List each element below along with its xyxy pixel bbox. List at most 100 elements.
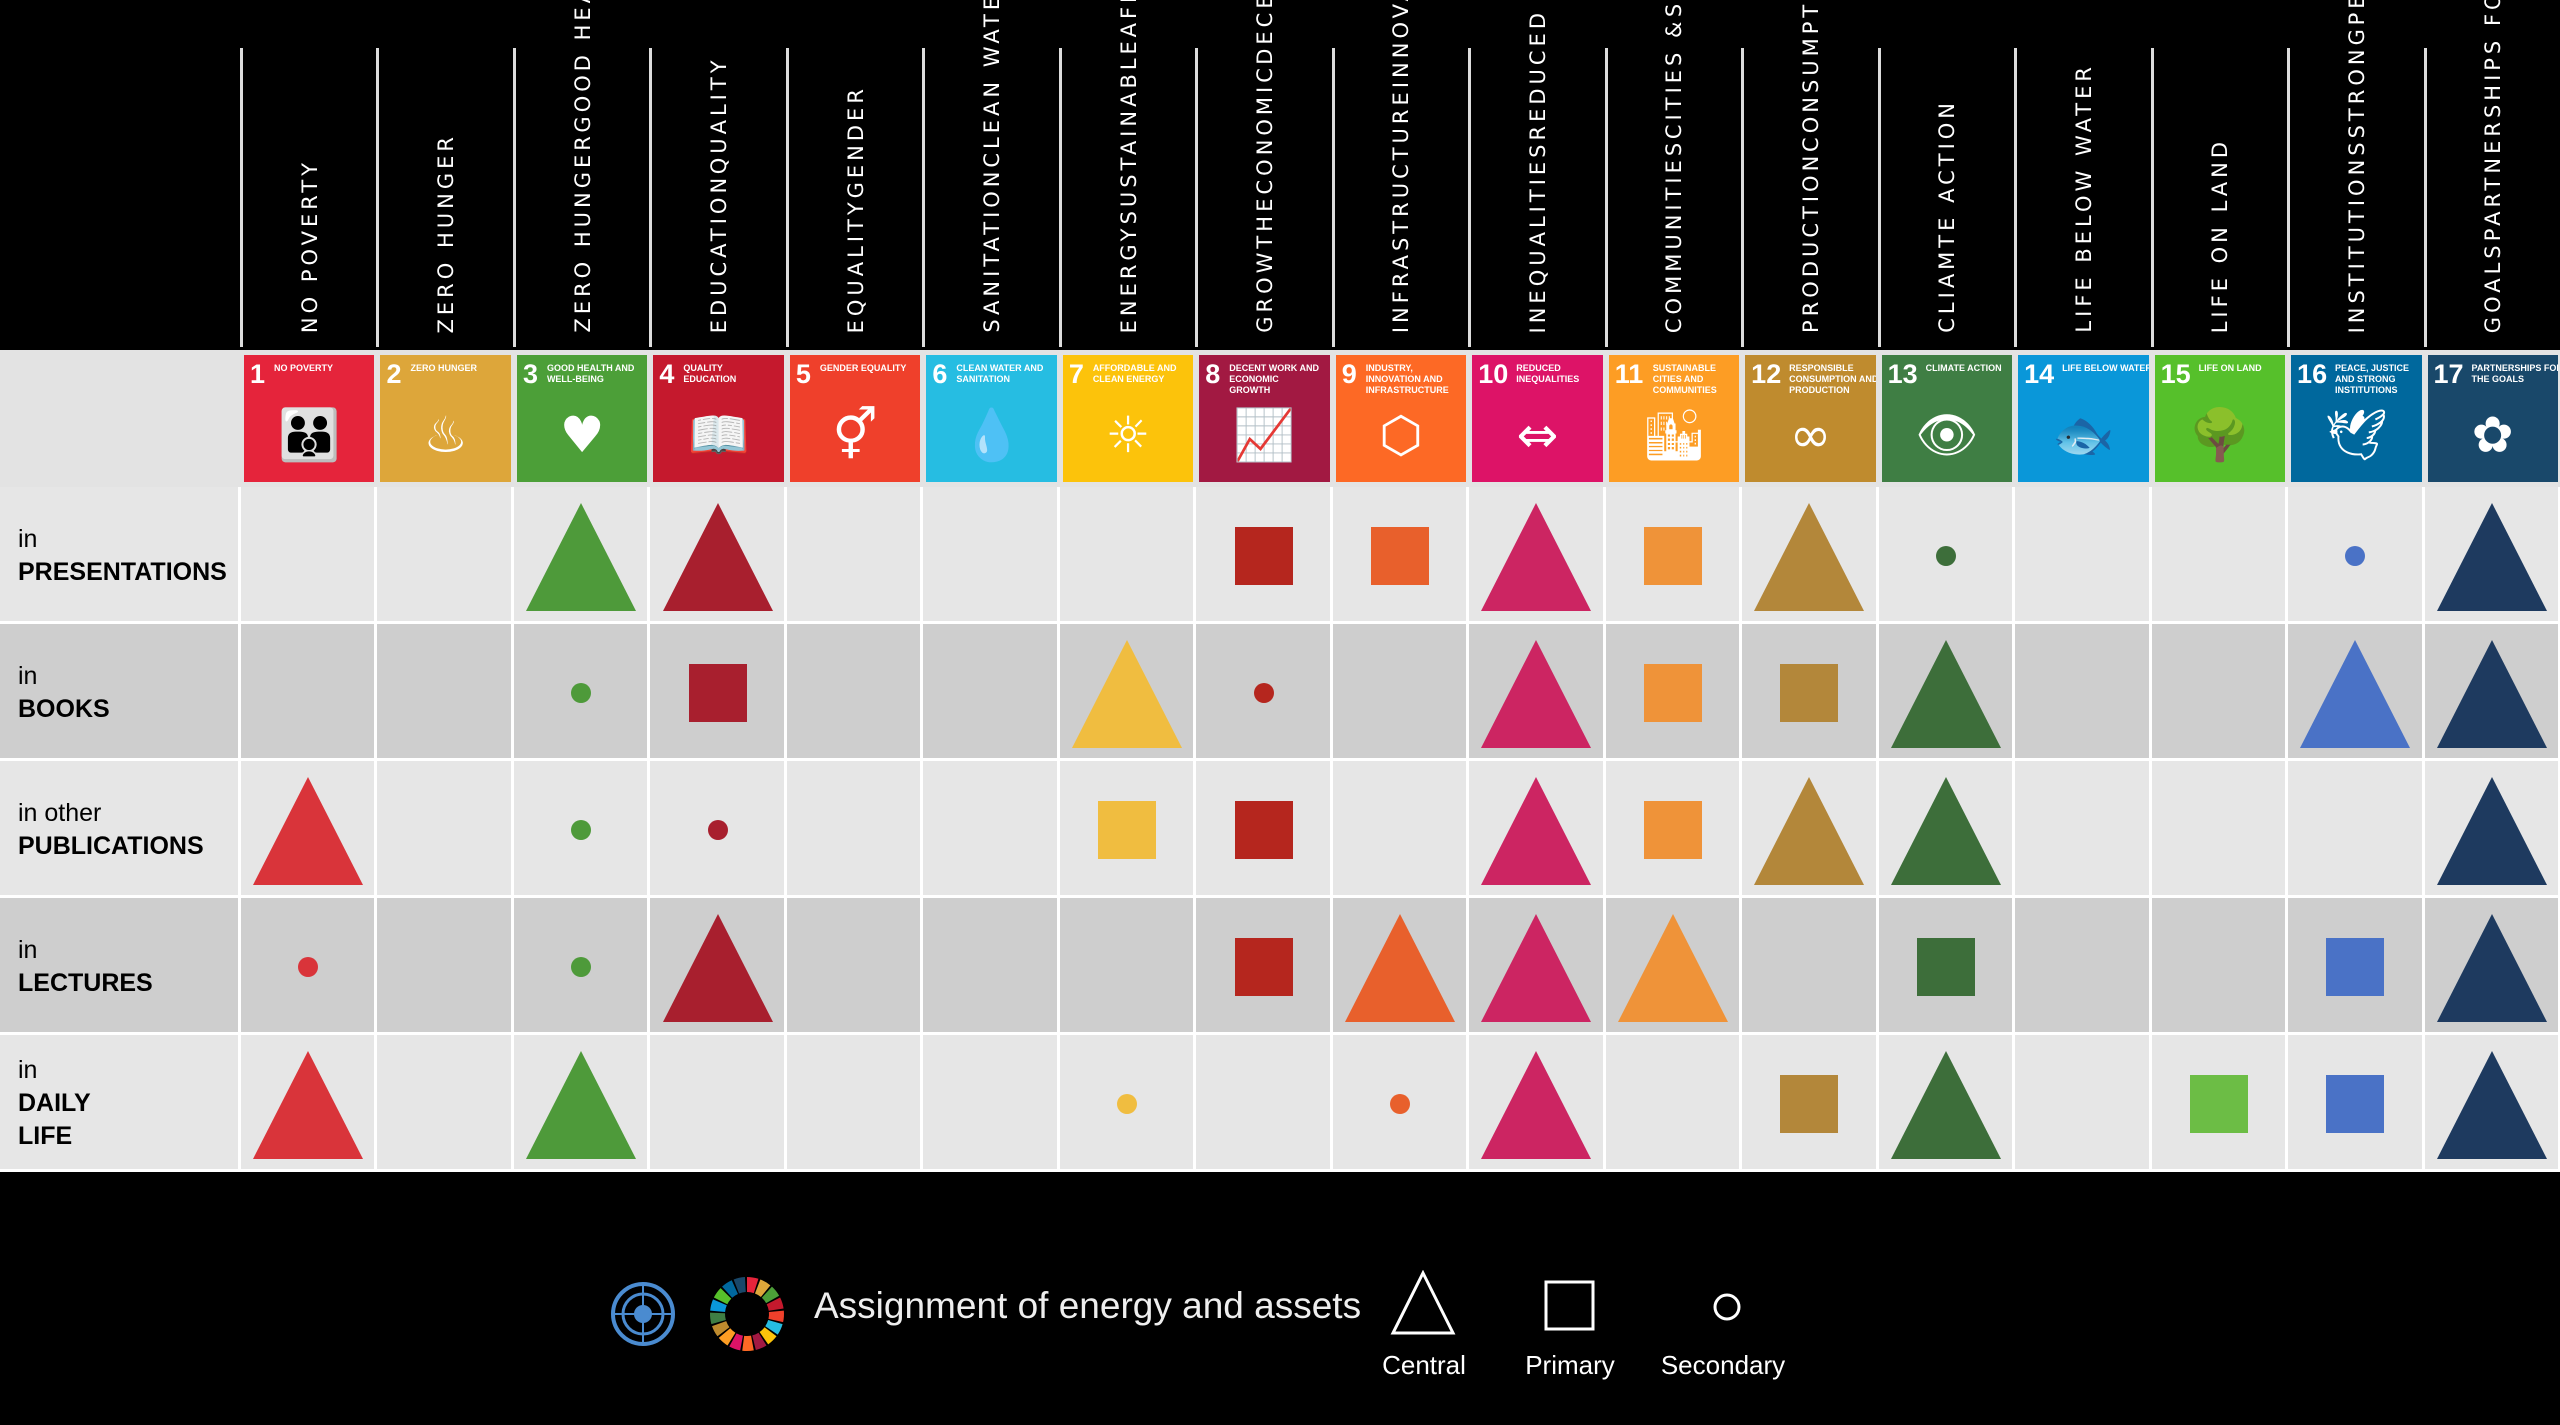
central-triangle-marker xyxy=(1481,503,1592,611)
central-triangle-marker xyxy=(253,1051,364,1159)
goal-header-line: DECENT WORK & xyxy=(1251,0,1279,65)
goal-tile-label: REDUCED INEQUALITIES xyxy=(1516,363,1580,384)
bowl-icon: ♨ xyxy=(423,406,469,464)
column-divider xyxy=(2421,761,2425,898)
eye-globe-icon: 👁 xyxy=(1915,406,1979,464)
goal-tile-10: 10 REDUCED INEQUALITIES ⇔ xyxy=(1472,355,1603,482)
column-divider xyxy=(2421,1035,2425,1172)
central-triangle-marker xyxy=(1890,640,2001,748)
central-triangle-marker xyxy=(1481,1051,1592,1159)
legend-central: Central xyxy=(1382,1350,1466,1380)
goal-tile-label: CLEAN WATER AND SANITATION xyxy=(956,363,1044,384)
cubes-icon: ⬡ xyxy=(1379,406,1423,464)
primary-square-marker xyxy=(1780,1075,1839,1133)
city-icon: 🏙 xyxy=(1642,406,1706,464)
central-triangle-marker xyxy=(1754,503,1865,611)
column-divider xyxy=(920,761,924,898)
row-label-medium: DAILY LIFE xyxy=(18,1089,91,1150)
gender-icon: ⚥ xyxy=(832,406,878,464)
goal-header-line: GOOD HEALTH & xyxy=(570,0,595,133)
secondary-circle-marker xyxy=(2345,546,2366,566)
row-label: in LECTURES xyxy=(18,898,238,1035)
row-divider xyxy=(0,1032,2560,1035)
goal-tile-6: 6 CLEAN WATER AND SANITATION 💧 xyxy=(926,355,1057,482)
column-divider xyxy=(1739,487,1743,624)
goal-tile-8: 8 DECENT WORK AND ECONOMIC GROWTH 📈 xyxy=(1199,355,1330,482)
heartbeat-icon: ♥ xyxy=(559,406,605,464)
row-label: in BOOKS xyxy=(18,624,238,761)
central-triangle-marker xyxy=(1617,914,1728,1022)
central-triangle-marker xyxy=(1754,777,1865,885)
goal-header-17: PARTNERSHIPS FOR GOALS xyxy=(2423,0,2560,347)
goal-number: 12 xyxy=(1751,359,1782,389)
goal-header-line: PARTNERSHIPS FOR xyxy=(2481,0,2506,242)
primary-square-marker xyxy=(1371,527,1429,585)
central-triangle-marker xyxy=(2436,503,2547,611)
column-divider xyxy=(1329,898,1333,1035)
column-divider xyxy=(374,898,378,1035)
sdg-wheel-segment xyxy=(742,1335,754,1351)
column-divider xyxy=(374,624,378,761)
goal-tile-label: LIFE ON LAND xyxy=(2198,363,2262,373)
sdg-wheel-segment xyxy=(761,1286,780,1304)
column-divider xyxy=(2285,1035,2289,1172)
goal-number: 17 xyxy=(2433,359,2464,389)
central-triangle-marker xyxy=(1072,640,1183,748)
column-divider xyxy=(2285,898,2289,1035)
column-divider xyxy=(1466,898,1470,1035)
primary-square-marker xyxy=(2326,1075,2385,1133)
column-divider xyxy=(2421,624,2425,761)
sdg-wheel-segment xyxy=(768,1310,784,1323)
circle-legend-icon xyxy=(1713,1293,1741,1321)
goal-header-4: QUALITY EDUCATION xyxy=(649,48,785,347)
goal-number: 14 xyxy=(2024,359,2055,389)
central-triangle-marker xyxy=(2436,777,2547,885)
goal-tile-label: CLIMATE ACTION xyxy=(1925,363,2002,373)
central-triangle-marker xyxy=(526,1051,637,1159)
secondary-circle-marker xyxy=(1935,546,1956,566)
central-triangle-marker xyxy=(253,777,364,885)
growth-chart-icon: 📈 xyxy=(1233,406,1296,464)
goal-tile-label: ZERO HUNGER xyxy=(410,363,477,373)
row-label-medium: LECTURES xyxy=(18,968,153,997)
primary-square-marker xyxy=(1234,801,1293,859)
goal-header-15: LIFE ON LAND xyxy=(2150,48,2287,347)
goal-header-line: CLEAN WATER & xyxy=(980,0,1005,168)
matrix-row: in PRESENTATIONS xyxy=(0,487,2560,624)
goal-header-1: NO POVERTY xyxy=(240,48,376,347)
column-divider xyxy=(1739,898,1743,1035)
legend-title: Assignment of energy and assets xyxy=(814,1285,1362,1326)
column-divider xyxy=(1193,487,1197,624)
column-divider xyxy=(510,624,514,761)
goal-header-text: LIFE ON LAND xyxy=(2206,138,2234,333)
primary-square-marker xyxy=(2326,938,2385,996)
goal-header-5: GENDER EQUALITY xyxy=(785,48,922,347)
infinity-icon: ∞ xyxy=(1789,406,1832,464)
column-divider xyxy=(1329,761,1333,898)
goal-icon-row: 1 NO POVERTY 👪 2 ZERO HUNGER ♨ 3 GOOD HEALTH AN… xyxy=(0,350,2560,487)
column-divider xyxy=(1875,761,1879,898)
column-divider xyxy=(2285,624,2289,761)
goal-header-line: LIFE ON LAND xyxy=(2208,137,2233,333)
sdg-wheel-segment xyxy=(752,1332,767,1350)
goal-header-text: CLEAN WATER & SANITATION xyxy=(978,0,1006,333)
goal-header-line: STRONG xyxy=(2344,24,2369,138)
central-triangle-marker xyxy=(1481,777,1592,885)
central-triangle-marker xyxy=(2436,914,2547,1022)
goal-header-text: GOOD HEALTH & ZERO HUNGER xyxy=(569,0,597,333)
sdg-wheel-segment xyxy=(710,1312,726,1325)
column-divider xyxy=(2012,761,2016,898)
goal-tile-4: 4 QUALITY EDUCATION 📖 xyxy=(653,355,784,482)
goal-header-10: REDUCED INEQUALITIES xyxy=(1468,9,1604,347)
column-divider xyxy=(2148,898,2152,1035)
sdg-wheel-segment xyxy=(766,1297,784,1311)
column-divider xyxy=(238,624,241,761)
column-divider xyxy=(2558,898,2560,1035)
column-divider xyxy=(1602,487,1606,624)
column-divider xyxy=(238,898,241,1035)
primary-square-marker xyxy=(1643,527,1702,585)
goal-header-line: GOALS xyxy=(2481,241,2506,333)
